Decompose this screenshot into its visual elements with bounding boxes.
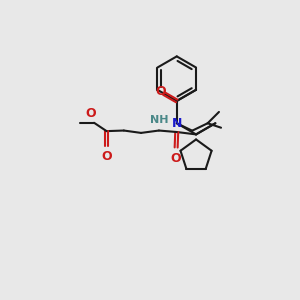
- Text: NH: NH: [150, 115, 168, 125]
- Text: O: O: [85, 107, 96, 120]
- Text: O: O: [171, 152, 182, 165]
- Text: O: O: [155, 85, 166, 98]
- Text: O: O: [101, 150, 112, 163]
- Text: N: N: [172, 117, 182, 130]
